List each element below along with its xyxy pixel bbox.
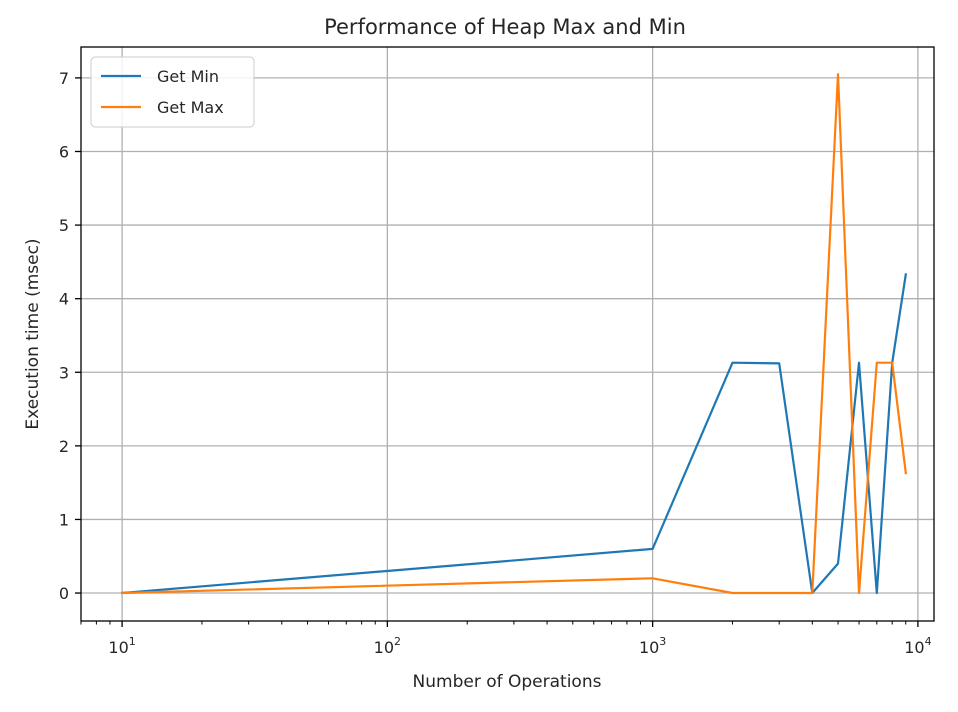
x-tick-label: 103: [639, 635, 666, 657]
legend-box: [90, 56, 255, 128]
y-axis-label: Execution time (msec): [23, 238, 43, 429]
x-axis-label: Number of Operations: [413, 672, 602, 692]
plot-frame: [80, 46, 935, 622]
x-axis: 101 102 103 104: [80, 621, 932, 657]
y-tick-label: 3: [59, 363, 69, 382]
x-tick-label: 101: [108, 635, 135, 657]
chart-title: Performance of Heap Max and Min: [324, 15, 686, 39]
legend: Get Min Get Max: [90, 56, 255, 128]
x-tick-label: 102: [374, 635, 401, 657]
y-tick-label: 7: [59, 69, 69, 88]
series-line-get-max: [120, 73, 908, 595]
y-tick-label: 5: [59, 216, 69, 235]
y-tick-label: 4: [59, 290, 69, 309]
legend-label: Get Max: [157, 98, 224, 117]
legend-label: Get Min: [157, 67, 219, 86]
y-tick-label: 2: [59, 437, 69, 456]
series-layer: [120, 73, 908, 595]
grid: [81, 47, 934, 621]
y-axis: 0 1 2 3 4 5 6 7: [59, 69, 81, 603]
y-tick-label: 1: [59, 510, 69, 529]
series-line-get-min: [120, 273, 908, 595]
y-tick-label: 6: [59, 142, 69, 161]
x-tick-label: 104: [904, 635, 931, 657]
y-tick-label: 0: [59, 584, 69, 603]
